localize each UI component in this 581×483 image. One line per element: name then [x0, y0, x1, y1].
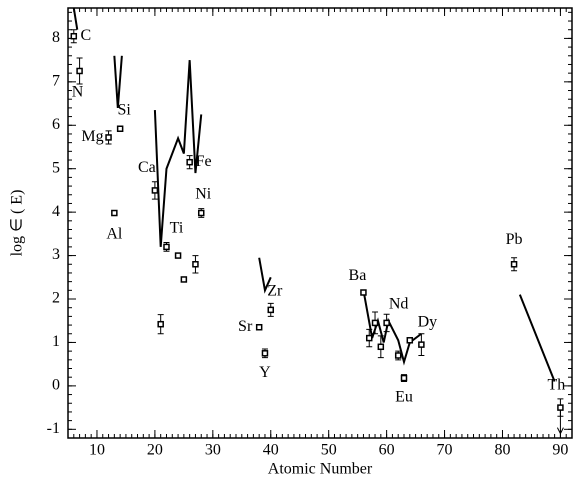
data-point: [174, 252, 182, 259]
x-tick-label: 90: [552, 442, 568, 459]
element-label: Si: [117, 101, 131, 118]
data-point: [418, 341, 425, 348]
y-tick-label: 4: [52, 203, 60, 220]
element-label: Fe: [196, 153, 212, 170]
data-point: [557, 404, 564, 411]
model-line: [518, 294, 556, 382]
data-point: [383, 319, 390, 327]
y-tick-label: 2: [52, 290, 60, 307]
data-point: [394, 352, 402, 359]
element-label: Dy: [418, 313, 438, 330]
x-tick-label: 40: [263, 442, 279, 459]
data-point: [186, 158, 193, 166]
x-tick-label: 10: [89, 442, 105, 459]
model-line: [258, 257, 272, 294]
model-line: [153, 60, 203, 247]
data-point: [116, 125, 124, 132]
data-point: [197, 209, 205, 217]
data-point: [163, 243, 170, 251]
x-tick-label: 80: [494, 442, 510, 459]
element-label: Th: [548, 376, 566, 393]
data-point: [510, 261, 518, 268]
data-point: [365, 334, 373, 342]
element-label: Ba: [349, 267, 367, 284]
model-line: [72, 7, 79, 30]
y-tick-label: -1: [47, 420, 60, 437]
element-label: Zr: [267, 283, 283, 300]
data-point: [192, 261, 199, 268]
data-point: [406, 337, 414, 344]
data-point: [400, 374, 408, 382]
element-label: Ti: [170, 220, 184, 237]
data-point: [76, 67, 83, 75]
element-label: Eu: [395, 389, 413, 406]
element-label: Ni: [195, 186, 212, 203]
data-point: [105, 134, 112, 141]
data-point: [360, 289, 367, 296]
x-tick-label: 20: [147, 442, 163, 459]
data-point: [151, 187, 159, 194]
data-point: [111, 209, 118, 217]
plot-frame: [67, 7, 573, 439]
data-point: [157, 320, 164, 328]
y-axis-label: log ∈ ( E): [9, 190, 26, 257]
data-point: [371, 319, 379, 327]
y-tick-label: 0: [52, 377, 60, 394]
x-tick-label: 50: [321, 442, 337, 459]
element-label: Ca: [138, 159, 156, 176]
y-tick-label: 5: [52, 159, 60, 176]
x-tick-label: 70: [437, 442, 453, 459]
data-point: [261, 350, 269, 357]
element-label: Mg: [81, 128, 103, 145]
data-point: [377, 343, 385, 351]
element-label: Sr: [238, 318, 253, 335]
element-label: Nd: [389, 296, 409, 313]
data-point: [180, 276, 188, 283]
y-tick-label: 1: [52, 333, 60, 350]
element-label: Al: [106, 226, 123, 243]
data-point: [267, 306, 275, 314]
y-tick-label: 6: [52, 116, 60, 133]
y-tick-label: 8: [52, 29, 60, 46]
element-label: Y: [259, 364, 271, 381]
element-label: Pb: [506, 231, 523, 248]
data-point: [70, 32, 78, 40]
x-tick-label: 60: [379, 442, 395, 459]
element-label: C: [80, 27, 91, 44]
y-tick-label: 7: [52, 73, 60, 90]
element-label: N: [72, 84, 84, 101]
x-tick-label: 30: [205, 442, 221, 459]
data-point: [255, 323, 263, 331]
model-line: [113, 55, 123, 108]
y-tick-label: 3: [52, 246, 60, 263]
upper-limit-arrow: [556, 407, 564, 435]
x-axis-label: Atomic Number: [268, 461, 373, 478]
